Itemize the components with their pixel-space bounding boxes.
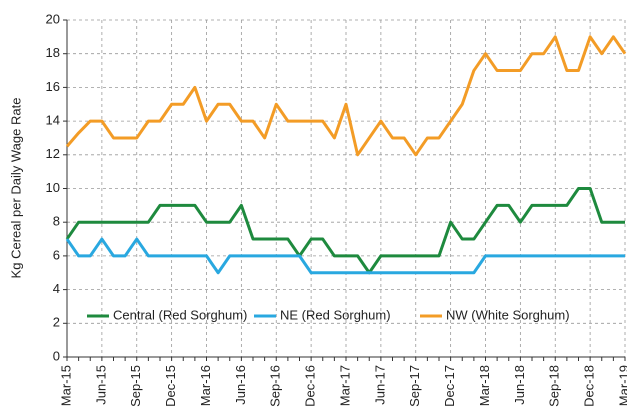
legend-label: Central (Red Sorghum) [113,307,247,322]
x-tick-label: Mar-19 [616,365,627,406]
y-tick-label: 12 [46,146,60,161]
y-tick-label: 2 [53,315,60,330]
x-tick-label: Jun-18 [512,365,527,405]
y-tick-label: 10 [46,180,60,195]
x-tick-label: Dec-15 [163,365,178,407]
y-tick-label: 16 [46,79,60,94]
x-tick-label: Sep-15 [128,365,143,407]
y-axis-label: Kg Cereal per Daily Wage Rate [8,98,23,279]
y-tick-label: 18 [46,45,60,60]
y-tick-label: 4 [53,281,60,296]
legend-label: NE (Red Sorghum) [280,307,391,322]
y-tick-label: 14 [46,113,60,128]
series-line [65,35,627,157]
x-tick-label: Dec-16 [303,365,318,407]
y-tick-label: 20 [46,11,60,26]
x-tick-label: Dec-18 [582,365,597,407]
x-tick-label: Sep-18 [547,365,562,407]
x-tick-label: Jun-17 [372,365,387,405]
y-tick-label: 8 [53,214,60,229]
x-tick-label: Jun-16 [233,365,248,405]
x-tick-label: Mar-18 [477,365,492,406]
x-tick-label: Mar-17 [337,365,352,406]
x-tick-label: Mar-16 [198,365,213,406]
y-tick-label: 6 [53,247,60,262]
series-line [65,187,625,275]
x-tick-label: Sep-17 [407,365,422,407]
legend-label: NW (White Sorghum) [446,307,570,322]
x-tick-label: Mar-15 [58,365,73,406]
x-tick-label: Sep-16 [268,365,283,407]
x-tick-label: Dec-17 [442,365,457,407]
series-line [65,237,625,275]
x-tick-label: Jun-15 [93,365,108,405]
y-tick-label: 0 [53,348,60,363]
